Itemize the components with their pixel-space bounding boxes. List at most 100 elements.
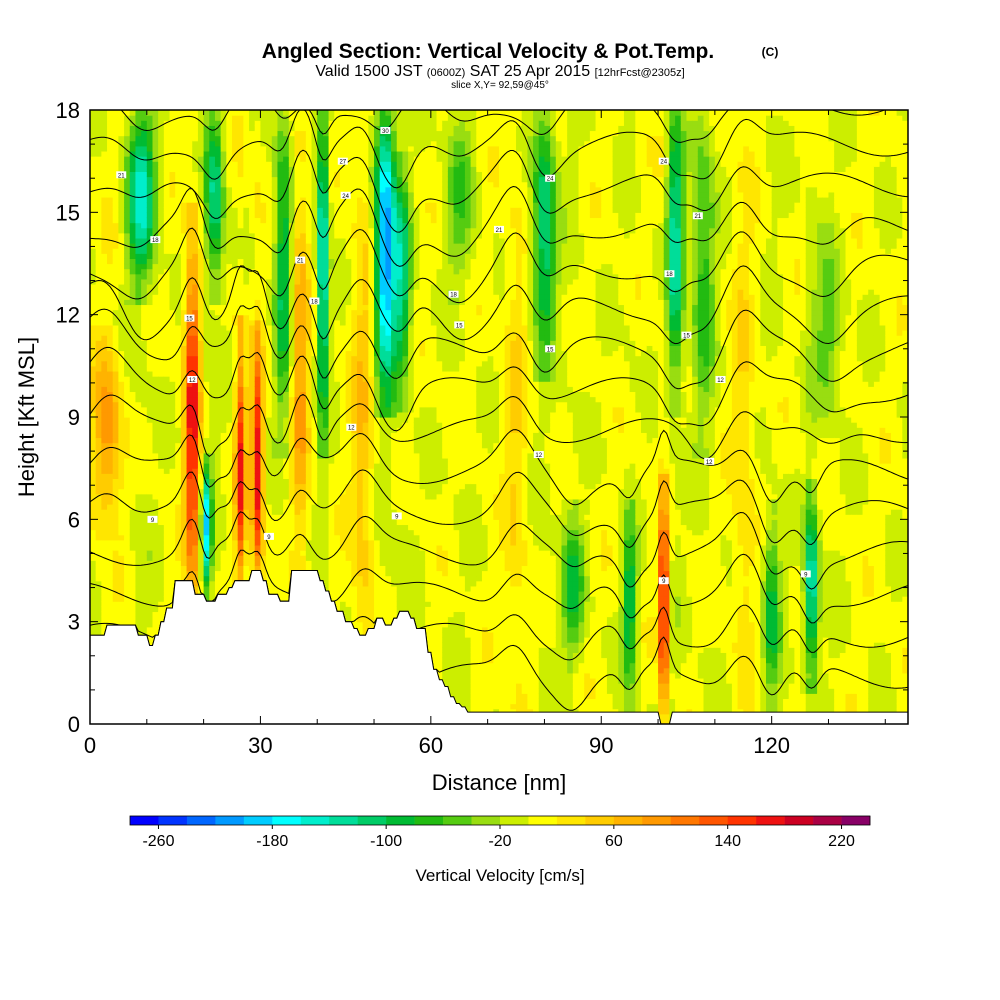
velocity-cell (220, 493, 227, 500)
velocity-cell (232, 161, 239, 167)
velocity-cell (243, 488, 250, 495)
velocity-cell (232, 514, 239, 520)
velocity-cell (163, 437, 171, 444)
velocity-cell (220, 360, 227, 367)
velocity-cell (124, 248, 131, 254)
velocity-cell (158, 386, 165, 393)
velocity-cell (118, 156, 125, 162)
velocity-cell (300, 294, 307, 300)
velocity-cell (129, 437, 137, 444)
velocity-cell (141, 283, 148, 290)
velocity-cell (129, 237, 137, 244)
velocity-cell (118, 488, 125, 495)
velocity-cell (249, 519, 256, 526)
velocity-cell (197, 217, 205, 224)
velocity-cell (214, 243, 222, 249)
velocity-cell (226, 186, 233, 193)
velocity-cell (192, 273, 199, 280)
velocity-cell (260, 575, 267, 582)
velocity-cell (112, 463, 119, 469)
velocity-cell (214, 181, 222, 188)
velocity-cell (129, 381, 137, 387)
velocity-cell (192, 529, 199, 536)
velocity-cell (220, 161, 227, 167)
velocity-cell (237, 457, 244, 464)
velocity-cell (118, 294, 125, 300)
velocity-cell (146, 283, 154, 290)
velocity-cell (220, 442, 227, 449)
velocity-cell (118, 529, 125, 536)
velocity-cell (141, 319, 148, 326)
velocity-cell (107, 145, 114, 152)
velocity-cell (283, 555, 290, 561)
velocity-cell (220, 534, 227, 541)
velocity-cell (294, 355, 301, 362)
velocity-cell (203, 335, 210, 341)
velocity-cell (283, 493, 290, 500)
velocity-cell (186, 529, 193, 536)
velocity-cell (214, 519, 222, 526)
velocity-cell (192, 411, 199, 418)
velocity-cell (220, 186, 227, 193)
velocity-cell (112, 524, 119, 531)
velocity-cell (135, 150, 142, 157)
velocity-cell (300, 191, 307, 198)
velocity-cell (112, 411, 119, 418)
velocity-cell (209, 575, 216, 582)
velocity-cell (260, 145, 267, 152)
velocity-cell (124, 401, 131, 408)
velocity-cell (192, 360, 199, 367)
velocity-cell (226, 304, 233, 311)
velocity-cell (197, 406, 205, 413)
velocity-cell (129, 145, 137, 152)
velocity-cell (180, 417, 188, 423)
velocity-cell (277, 258, 284, 265)
velocity-cell (118, 457, 125, 464)
velocity-cell (146, 621, 154, 628)
velocity-cell (95, 442, 102, 449)
velocity-cell (158, 202, 165, 208)
velocity-cell (163, 565, 171, 572)
velocity-cell (288, 560, 296, 566)
velocity-cell (152, 529, 159, 536)
velocity-cell (90, 544, 97, 551)
velocity-cell (107, 258, 114, 265)
velocity-cell (180, 555, 188, 561)
velocity-cell (163, 145, 171, 152)
velocity-cell (271, 411, 279, 418)
velocity-cell (232, 570, 239, 577)
velocity-cell (271, 258, 279, 265)
velocity-cell (311, 529, 318, 536)
velocity-cell (288, 345, 296, 352)
velocity-cell (118, 360, 125, 367)
velocity-cell (294, 452, 301, 459)
velocity-cell (260, 437, 267, 444)
velocity-cell (294, 340, 301, 346)
velocity-cell (311, 457, 318, 464)
velocity-cell (90, 524, 97, 531)
velocity-cell (237, 217, 244, 224)
velocity-cell (271, 227, 279, 234)
velocity-cell (90, 473, 97, 479)
velocity-cell (214, 360, 222, 367)
velocity-cell (254, 370, 262, 377)
velocity-cell (163, 161, 171, 167)
velocity-cell (311, 503, 318, 510)
velocity-cell (124, 590, 131, 597)
velocity-cell (107, 217, 114, 224)
velocity-cell (129, 575, 137, 582)
velocity-cell (271, 575, 279, 582)
velocity-cell (112, 196, 119, 203)
velocity-cell (294, 493, 301, 500)
velocity-cell (112, 207, 119, 213)
velocity-cell (249, 263, 256, 270)
velocity-cell (260, 304, 267, 311)
velocity-cell (266, 498, 273, 505)
velocity-cell (124, 565, 131, 572)
velocity-cell (260, 463, 267, 469)
velocity-cell (129, 196, 137, 203)
velocity-cell (220, 411, 227, 418)
velocity-cell (317, 304, 324, 311)
velocity-cell (288, 314, 296, 321)
velocity-cell (277, 212, 284, 219)
